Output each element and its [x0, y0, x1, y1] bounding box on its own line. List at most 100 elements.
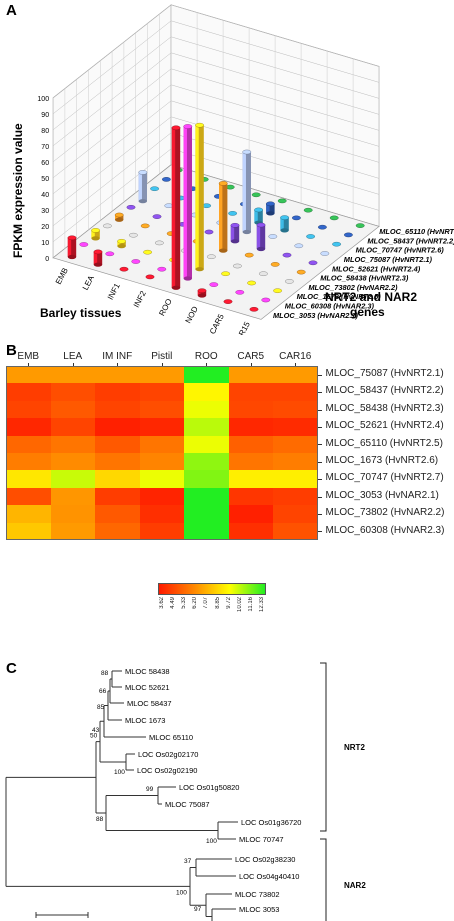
heatmap-row-label: MLOC_58437 (HvNRT2.2) [325, 385, 444, 397]
bar-LEA-6 [164, 203, 174, 208]
bar-EMB-1 [79, 242, 89, 247]
heatmap-cell [139, 383, 185, 402]
heatmap-cell [273, 522, 318, 541]
bootstrap-value: 100 [206, 838, 217, 845]
heatmap-cell [184, 505, 229, 524]
bar-EMB-0 [67, 235, 77, 260]
tissue-label: INF2 [132, 289, 148, 309]
bar-body [254, 209, 263, 223]
leaf-label: MLOC 3053 [239, 905, 279, 914]
legend-tick-label: 7.07 [203, 597, 210, 609]
bar-CAR5-4 [270, 262, 280, 267]
bar-INF2-0 [145, 274, 155, 280]
bootstrap-value: 37 [184, 858, 192, 865]
bar-INF2-9 [251, 192, 261, 198]
bar-top [258, 271, 268, 277]
heatmap-cell [184, 487, 229, 506]
heatmap-cell [139, 505, 185, 524]
heatmap-cell [6, 505, 51, 524]
bar-top [171, 125, 181, 131]
bar-top [249, 306, 259, 312]
bar-CAR5-9 [329, 215, 339, 221]
bar-ROO-8 [265, 201, 275, 216]
leaf-label: MLOC 73802 [235, 890, 280, 899]
panel-c-phylogenetic-tree: 88668543100509910088379097100MLOC 58438M… [5, 662, 366, 921]
z-tick-label: 10 [41, 240, 49, 247]
bar-NOD-4 [244, 252, 254, 258]
bar-EMB-6 [138, 170, 148, 204]
heatmap-row-tick [317, 531, 322, 533]
heatmap-cell [273, 400, 318, 419]
heatmap-column-tick [72, 363, 74, 366]
heatmap-column-tick [206, 363, 208, 366]
heatmap-column-label: Pistil [151, 351, 173, 362]
bar-highlight [195, 125, 199, 270]
panel-b-heatmap: EMB LEA IM INF Pistil ROO CAR5 CAR16 MLOC_75087… [0, 340, 454, 640]
bar-base [115, 217, 124, 222]
heatmap-cell [228, 470, 274, 489]
bar-highlight [171, 127, 176, 288]
heatmap-cell [228, 383, 274, 402]
bar-top [230, 222, 240, 228]
heatmap-column-label: ROO [194, 351, 218, 362]
bar-LEA-5 [152, 214, 162, 219]
bar-top [152, 214, 162, 219]
bar-top [265, 201, 275, 207]
bar-base [117, 244, 126, 249]
bar-top [143, 249, 153, 255]
bar-body [138, 172, 147, 202]
z-axis-label: FPKM expression value [11, 123, 25, 258]
leaf-label: LOC Os01g50820 [179, 783, 239, 792]
bar-highlight [256, 225, 261, 249]
heatmap-cell [95, 487, 140, 506]
bar-CAR5-5 [282, 252, 292, 258]
heatmap-cell [50, 366, 96, 384]
heatmap-cell [6, 453, 51, 471]
chart-bars [67, 122, 365, 312]
heatmap-cell [95, 453, 140, 471]
bar-CAR15-9 [355, 223, 365, 228]
bar-top [284, 279, 294, 284]
bar-CAR5-3 [258, 271, 268, 277]
bar-top [273, 288, 282, 294]
legend-tick-label: 12.33 [259, 597, 265, 613]
tissue-label: INF1 [106, 281, 122, 301]
bar-top [343, 232, 353, 238]
gene-label: MLOC_1673 (HvNRT2.5) [297, 292, 382, 301]
bar-CAR5-6 [294, 243, 304, 249]
tree-branches [5, 662, 327, 921]
bar-top [206, 254, 216, 260]
bar-base [93, 262, 103, 267]
heatmap-cell [50, 400, 96, 419]
legend-tick-label: 6.20 [192, 597, 199, 609]
bar-top [282, 252, 292, 258]
heatmap-cell [184, 418, 229, 437]
bar-top [140, 223, 150, 229]
chart-labels: 0 10 20 30 40 50 60 70 80 90 100 EMB LEA INF1 INF2 ROO N… [37, 96, 454, 335]
group-bracket [320, 838, 327, 921]
bar-top [296, 269, 306, 275]
bar-body [256, 225, 266, 249]
heatmap-frame [6, 366, 318, 540]
bar-top [145, 274, 155, 280]
bar-top [79, 242, 89, 247]
bar-ROO-5 [230, 222, 240, 244]
tissue-label: LEA [81, 273, 96, 291]
heatmap-cell [50, 435, 96, 454]
bar-body [242, 152, 251, 232]
bar-body [93, 251, 103, 265]
bar-body [195, 125, 204, 270]
bar-base [171, 285, 181, 290]
heatmap-cell [139, 453, 185, 471]
bootstrap-value: 99 [146, 786, 154, 793]
z-tick-label: 30 [41, 208, 49, 215]
heatmap-column-label: CAR5 [237, 351, 265, 362]
heatmap-column-tick [117, 363, 119, 366]
heatmap-cell [139, 487, 185, 506]
bar-top [228, 211, 238, 216]
bar-CAR5-1 [235, 289, 245, 295]
bar-base [256, 246, 266, 252]
heatmap-column-label: LEA [63, 351, 83, 362]
bar-top [277, 198, 287, 204]
bar-top [270, 262, 280, 267]
